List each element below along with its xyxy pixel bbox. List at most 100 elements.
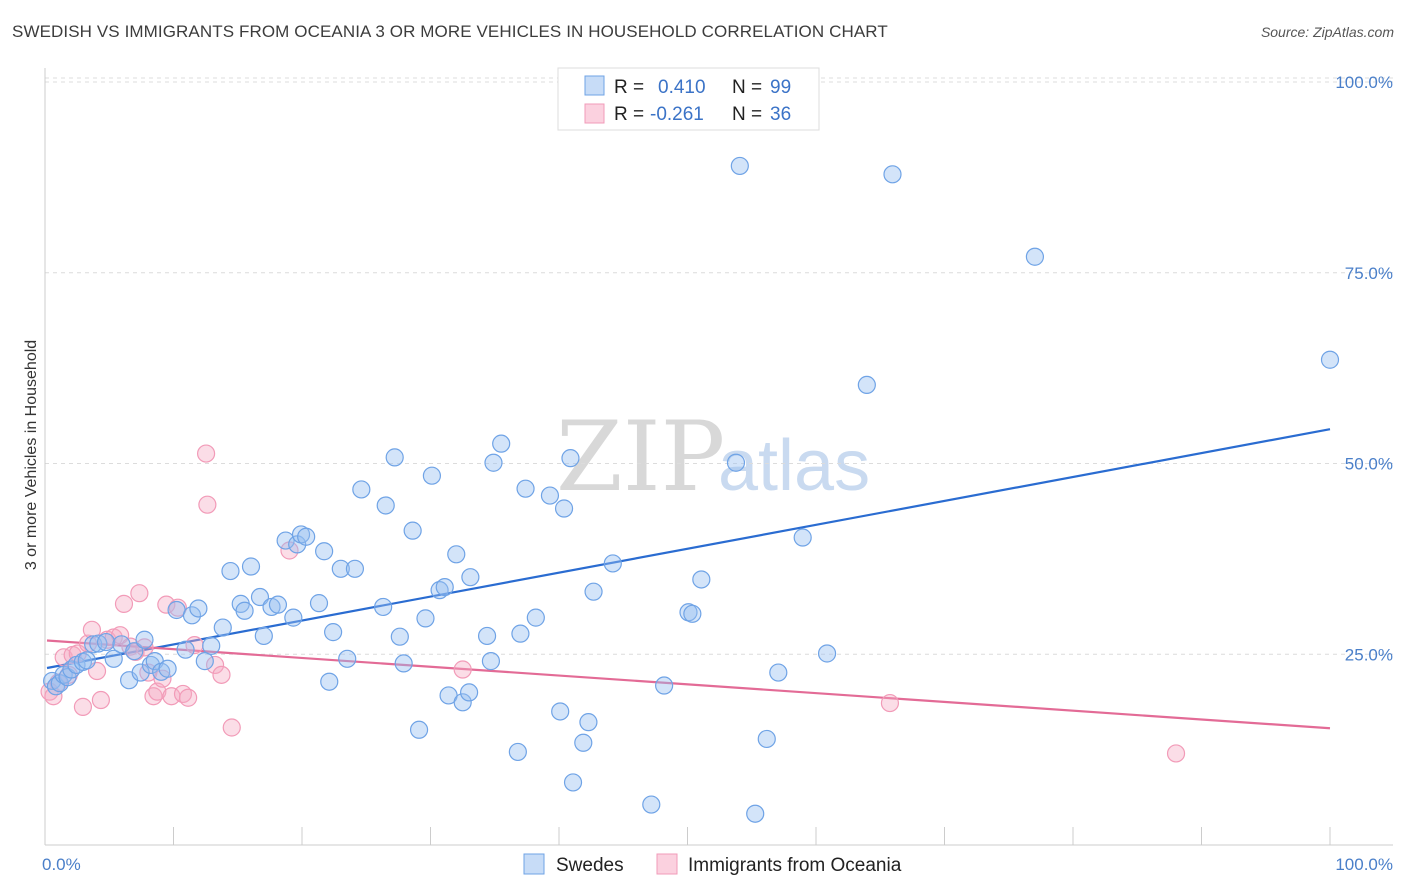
data-point-swedes [817, 644, 837, 663]
data-point-swedes [235, 601, 254, 620]
top-legend: R = 0.410 N = 99 R = -0.261 N = 36 [557, 67, 820, 131]
data-point-swedes [579, 713, 598, 732]
data-point-swedes [757, 729, 776, 749]
data-point-swedes [202, 636, 221, 655]
y-axis-label: 3 or more Vehicles in Household [23, 340, 40, 570]
data-point-swedes [584, 582, 603, 601]
data-point-swedes [158, 659, 177, 678]
y-tick-label: 75.0% [1345, 264, 1393, 283]
data-point-swedes [655, 676, 674, 695]
data-point-swedes [167, 600, 186, 620]
data-point-oceania [135, 638, 154, 657]
data-point-swedes [730, 156, 749, 176]
data-point-swedes [508, 742, 527, 762]
y-tick-label: 25.0% [1345, 645, 1393, 664]
data-point-swedes [422, 466, 441, 485]
data-point-swedes [96, 632, 116, 652]
data-point-swedes [250, 587, 270, 607]
data-point-swedes [883, 165, 902, 184]
data-point-swedes [511, 624, 530, 643]
data-point-swedes [297, 527, 316, 546]
trend-line-oceania [46, 639, 1331, 730]
data-point-swedes [416, 609, 435, 628]
data-point-swedes [746, 804, 765, 823]
bottom-legend-oceania: Immigrants from Oceania [688, 855, 902, 876]
data-point-swedes [769, 663, 788, 682]
data-point-oceania [73, 697, 93, 716]
bottom-legend: Swedes Immigrants from Oceania [523, 853, 902, 876]
legend-n-label-2: N = [732, 104, 762, 125]
legend-r-label-1: R = [614, 77, 644, 98]
bottom-legend-swedes: Swedes [556, 855, 624, 876]
legend-r-value-1: 0.410 [658, 77, 706, 98]
data-point-swedes [213, 618, 232, 637]
data-point-swedes [561, 449, 580, 468]
data-point-swedes [394, 654, 413, 673]
data-point-swedes [241, 557, 261, 576]
data-point-swedes [692, 570, 711, 589]
data-point-oceania [880, 693, 900, 713]
data-point-swedes [481, 652, 501, 671]
data-point-swedes [276, 531, 295, 550]
data-point-swedes [453, 693, 472, 712]
data-point-swedes [1025, 247, 1045, 266]
data-point-swedes [516, 479, 535, 498]
data-point-swedes [345, 559, 365, 578]
data-point-oceania [91, 690, 110, 710]
data-point-oceania [212, 665, 231, 684]
bottom-legend-swatch-oceania [656, 853, 678, 875]
data-point-oceania [222, 718, 241, 737]
data-point-swedes [603, 554, 622, 573]
data-point-swedes [374, 597, 393, 617]
data-point-swedes [385, 448, 404, 467]
legend-r-value-2: -0.261 [650, 104, 704, 125]
data-point-swedes [135, 630, 154, 649]
data-point-oceania [130, 584, 149, 603]
legend-n-value-2: 36 [770, 104, 791, 125]
data-point-swedes [403, 521, 422, 540]
data-point-swedes [338, 649, 357, 668]
data-point-swedes [435, 578, 454, 597]
data-point-swedes [182, 606, 202, 625]
data-point-swedes [376, 496, 395, 515]
data-points [40, 156, 1340, 823]
data-point-swedes [1320, 350, 1340, 369]
data-point-swedes [492, 434, 511, 453]
data-point-oceania [126, 642, 145, 662]
chart-title: SWEDISH VS IMMIGRANTS FROM OCEANIA 3 OR … [12, 22, 888, 41]
data-point-swedes [857, 375, 876, 395]
legend-n-value-1: 99 [770, 77, 791, 98]
data-point-oceania [453, 660, 472, 679]
x-tick-label: 0.0% [42, 855, 81, 874]
data-point-swedes [320, 672, 339, 691]
data-point-swedes [484, 453, 503, 472]
data-point-swedes [574, 733, 593, 752]
data-point-swedes [526, 608, 545, 627]
data-point-oceania [179, 688, 198, 707]
data-point-swedes [477, 626, 497, 646]
y-tick-label: 50.0% [1345, 455, 1393, 474]
data-point-swedes [284, 608, 303, 627]
data-point-swedes [309, 594, 329, 613]
data-point-swedes [563, 773, 583, 792]
legend-swatch-oceania [584, 103, 605, 124]
data-point-swedes [189, 599, 208, 618]
source-label: Source: ZipAtlas.com [1260, 24, 1394, 40]
data-point-swedes [125, 642, 144, 661]
data-point-swedes [430, 581, 449, 600]
data-point-swedes [551, 702, 570, 721]
data-point-swedes [683, 604, 702, 623]
legend-n-label-1: N = [732, 77, 762, 98]
axes: 25.0% 50.0% 75.0% 100.0% 0.0% 100.0% [42, 68, 1393, 874]
data-point-swedes [315, 542, 334, 561]
data-point-oceania [205, 655, 225, 675]
data-point-swedes [77, 651, 96, 670]
data-point-swedes [268, 595, 288, 614]
watermark-zip: ZIP [556, 401, 725, 513]
data-point-swedes [409, 720, 429, 739]
data-point-swedes [352, 480, 371, 499]
data-point-oceania [196, 444, 216, 463]
legend-r-label-2: R = [614, 104, 644, 125]
data-point-swedes [331, 559, 350, 578]
data-point-swedes [89, 634, 108, 653]
